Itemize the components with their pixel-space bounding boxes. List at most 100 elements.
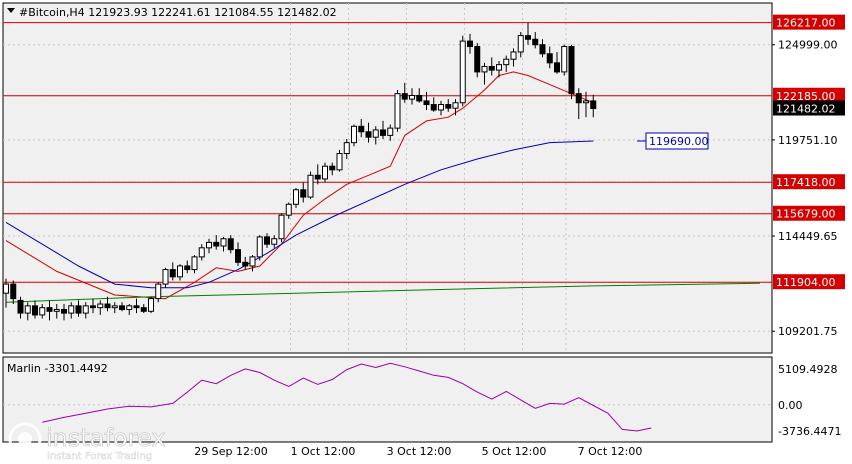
candle [525, 22, 531, 45]
x-axis-tick-label: 5 Oct 12:00 [482, 445, 547, 458]
candle-body [235, 249, 241, 263]
candle-body [227, 238, 234, 251]
candle-body [184, 265, 191, 271]
candle-body [119, 305, 125, 310]
candle-body [481, 65, 488, 73]
candle [481, 62, 488, 85]
collapse-arrow-icon [7, 8, 15, 13]
candle [184, 260, 191, 274]
level-price-label: 126217.00 [776, 17, 836, 30]
candle-body [39, 307, 46, 316]
candle-body [394, 93, 401, 129]
candle [329, 162, 336, 176]
candle-body [242, 261, 249, 267]
candle [546, 46, 553, 69]
candle [148, 296, 154, 314]
candle [104, 296, 111, 312]
candle-body [336, 153, 343, 171]
oscillator-axis-label: 0.00 [778, 399, 803, 412]
candle-body [365, 131, 372, 138]
marlin-line [42, 362, 652, 432]
candle-body [351, 125, 357, 144]
main-plot-area [2, 2, 773, 354]
candle [61, 304, 67, 321]
candle-body [82, 305, 89, 314]
candle-body [539, 44, 546, 55]
candle [365, 122, 372, 143]
candle [39, 304, 46, 319]
candle-body [459, 40, 466, 104]
candle-body [409, 94, 415, 100]
candle [474, 42, 481, 78]
logo-ring [8, 422, 42, 456]
candle [590, 94, 597, 118]
candle [517, 32, 524, 58]
current-price-label: 121482.02 [776, 103, 836, 116]
candle [264, 233, 270, 248]
candle [496, 61, 502, 78]
candle [372, 126, 379, 145]
candle-body [17, 299, 24, 314]
candle [235, 242, 241, 266]
candle [198, 244, 205, 261]
candle-body [416, 94, 423, 102]
logo-core [18, 432, 32, 446]
watermark-brand: instaforex [46, 424, 166, 452]
candle [111, 302, 118, 314]
candle-body [525, 35, 531, 40]
chart-header: #Bitcoin,H4 121923.93 122241.61 121084.5… [19, 6, 337, 19]
candle [322, 162, 328, 183]
candle [191, 255, 198, 274]
candle-body [430, 104, 437, 111]
candle [416, 88, 423, 103]
candle [575, 88, 582, 120]
annotation-label: 119690.00 [649, 135, 709, 148]
candle [380, 120, 386, 140]
candle [394, 90, 401, 132]
candle [133, 298, 140, 314]
x-axis-tick-label: 3 Oct 12:00 [387, 445, 452, 458]
candle [256, 235, 263, 261]
candle-body [271, 238, 278, 245]
candle-body [401, 93, 408, 100]
candle-body [532, 38, 539, 46]
candle-body [104, 303, 111, 309]
candle [300, 182, 307, 203]
candle [409, 88, 415, 105]
candle-body [111, 305, 118, 309]
candle [46, 300, 53, 321]
candle [561, 44, 568, 76]
candle [97, 300, 104, 315]
candle-body [488, 65, 495, 71]
oscillator-plot-area [2, 356, 773, 443]
candle [3, 278, 9, 308]
candle-body [322, 165, 328, 180]
level-price-label: 117418.00 [776, 176, 836, 189]
candle-body [546, 53, 553, 64]
candle [510, 48, 517, 67]
candle-body [169, 269, 176, 278]
candle [307, 171, 314, 199]
moving-average-line-2 [5, 140, 594, 289]
candle [10, 280, 17, 305]
candle [155, 282, 162, 303]
candle [532, 32, 539, 49]
x-axis-tick-label: 29 Sep 12:00 [194, 445, 267, 458]
candle-body [510, 51, 517, 60]
candle [539, 39, 546, 58]
candle-body [387, 127, 394, 136]
candle-body [474, 46, 481, 73]
candle-body [561, 46, 568, 73]
candle [568, 44, 575, 100]
candle-body [206, 241, 212, 249]
candle-body [343, 142, 350, 155]
candle [445, 99, 452, 112]
candle-body [517, 35, 524, 53]
candle-body [220, 238, 227, 247]
candle-body [75, 305, 82, 314]
oscillator-axis-label: -3736.4471 [778, 425, 841, 438]
candle [452, 99, 459, 116]
candle [271, 235, 278, 248]
candle [53, 304, 60, 319]
